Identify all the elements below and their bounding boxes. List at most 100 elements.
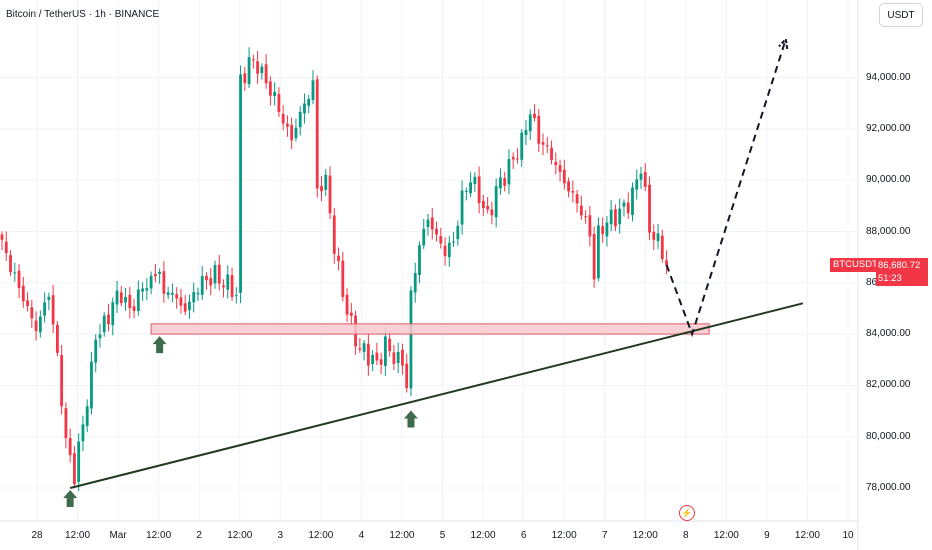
candle-up <box>90 361 93 409</box>
candle-down <box>588 215 592 237</box>
candle-down <box>401 349 404 366</box>
candle-down <box>554 161 558 166</box>
candle-down <box>439 236 443 244</box>
candle-down <box>511 156 515 160</box>
candle-up <box>324 174 328 190</box>
candle-up <box>85 406 89 427</box>
candle-down <box>643 171 647 187</box>
candle-down <box>68 438 72 456</box>
candle-down <box>477 176 481 204</box>
candle-down <box>652 231 656 240</box>
candle-down <box>132 306 136 311</box>
candle-up <box>520 132 524 160</box>
candle-down <box>614 209 617 227</box>
candle-up <box>409 290 413 389</box>
time-tick-label: 9 <box>764 530 770 541</box>
candle-up <box>426 219 430 228</box>
candle-up <box>618 208 622 225</box>
candle-down <box>567 181 570 192</box>
candle-up <box>213 265 217 284</box>
candle-up <box>192 292 196 303</box>
candle-down <box>243 73 247 84</box>
candle-down <box>251 59 255 61</box>
candle-down <box>328 175 332 214</box>
candle-down <box>315 79 319 189</box>
candle-down <box>579 205 583 216</box>
candle-up <box>609 209 613 225</box>
candle-up <box>239 74 242 293</box>
candle-up <box>639 173 643 180</box>
time-tick-label: 8 <box>683 530 689 541</box>
time-tick-label: 2 <box>196 530 202 541</box>
candle-up <box>234 295 238 297</box>
candle-down <box>592 234 596 280</box>
time-tick-label: 12:00 <box>65 530 91 541</box>
candle-up <box>81 424 85 442</box>
candle-down <box>286 123 289 127</box>
candle-up <box>456 225 460 240</box>
candle-down <box>222 285 225 288</box>
candle-up <box>418 245 421 275</box>
candle-down <box>277 93 281 112</box>
drawing-overlays <box>63 36 804 507</box>
time-tick-label: 12:00 <box>389 530 415 541</box>
lightning-icon[interactable]: ⚡ <box>679 505 695 521</box>
currency-button[interactable]: USDT <box>879 3 923 27</box>
time-tick-label: 12:00 <box>470 530 496 541</box>
price-tick-label: 92,000.00 <box>866 122 911 134</box>
candle-down <box>430 217 434 230</box>
candle-down <box>537 115 541 144</box>
candle-down <box>205 275 208 281</box>
candle-up <box>111 302 115 326</box>
candle-down <box>332 215 336 254</box>
bar-countdown: 51:23 <box>878 273 902 284</box>
candle-up <box>136 289 140 312</box>
candle-up <box>656 233 660 242</box>
time-tick-label: 6 <box>520 530 527 541</box>
candle-down <box>443 245 447 257</box>
last-price-value: 86,680.72 <box>878 260 921 271</box>
candle-down <box>60 355 64 407</box>
time-tick-label: 12:00 <box>146 530 172 541</box>
candle-down <box>388 338 392 352</box>
candle-down <box>175 294 179 299</box>
candle-down <box>558 165 562 172</box>
candle-down <box>4 241 8 254</box>
candle-up <box>158 271 162 274</box>
candle-down <box>73 453 76 485</box>
candle-up <box>47 296 51 301</box>
price-tick-label: 84,000.00 <box>866 328 911 340</box>
candle-up <box>98 334 102 339</box>
candle-down <box>435 228 438 235</box>
chart-title: Bitcoin / TetherUS · 1h · BINANCE <box>6 9 160 20</box>
candle-up <box>469 182 472 194</box>
candle-up <box>311 80 315 101</box>
candle-up <box>371 354 375 365</box>
price-tick-label: 94,000.00 <box>866 71 911 83</box>
candle-up <box>141 288 144 292</box>
candle-down <box>533 113 536 119</box>
candle-down <box>264 64 268 84</box>
candle-down <box>490 209 494 216</box>
chart-grid <box>0 0 858 521</box>
candle-down <box>268 81 272 96</box>
candle-down <box>405 363 409 389</box>
candle-up <box>43 302 46 316</box>
candlesticks <box>0 47 668 492</box>
candle-down <box>366 343 370 366</box>
candle-down <box>320 186 323 192</box>
candle-up <box>145 288 149 291</box>
time-tick-label: 7 <box>601 530 608 541</box>
candle-up <box>631 187 634 216</box>
time-tick-label: 12:00 <box>308 530 334 541</box>
candle-up <box>447 242 451 258</box>
support-arrow-icon <box>63 490 78 507</box>
candle-up <box>307 98 311 106</box>
candle-down <box>375 352 379 361</box>
candle-down <box>55 324 59 353</box>
candle-down <box>550 147 553 161</box>
candle-down <box>183 303 187 312</box>
candle-up <box>13 272 17 274</box>
candle-down <box>162 271 166 294</box>
